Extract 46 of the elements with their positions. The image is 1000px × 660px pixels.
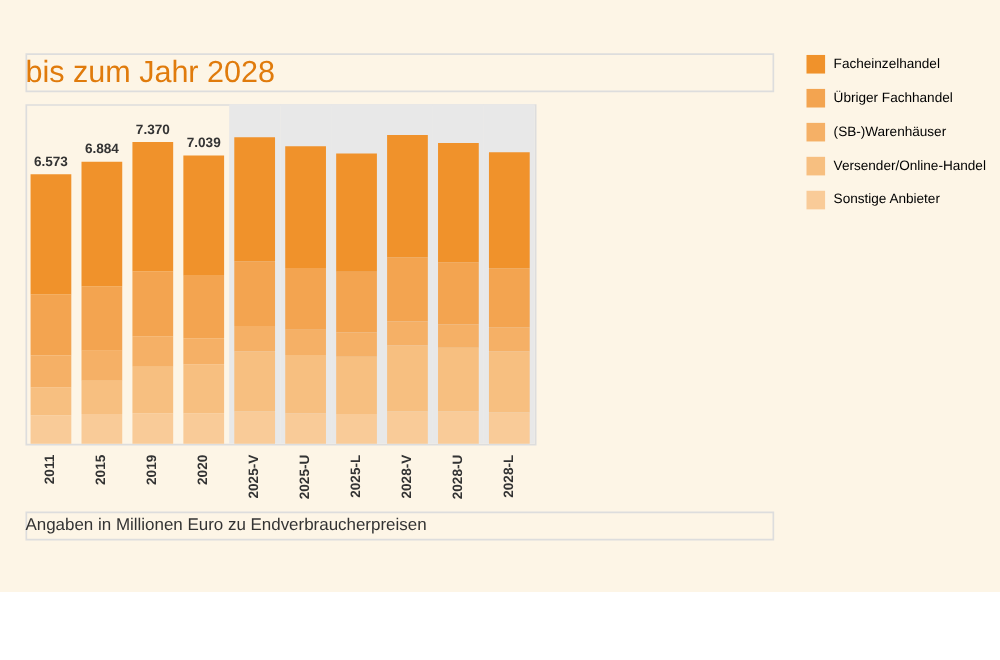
bar <box>132 413 174 444</box>
bar <box>387 411 428 444</box>
bar <box>387 321 428 346</box>
bar <box>81 161 123 287</box>
bar <box>81 414 123 444</box>
bar <box>285 413 326 444</box>
bar <box>488 327 530 352</box>
bar <box>438 347 479 412</box>
bar <box>234 261 276 327</box>
bar <box>285 355 326 414</box>
bar <box>183 155 225 276</box>
bar <box>132 336 174 367</box>
bar <box>336 271 377 333</box>
bar <box>30 415 72 444</box>
bar <box>183 413 225 444</box>
bar <box>132 366 174 414</box>
bar <box>30 174 72 295</box>
bar <box>183 275 225 339</box>
bar <box>387 345 428 412</box>
bar <box>488 268 530 328</box>
bar <box>438 262 479 325</box>
text: Angaben in Millionen Euro zu Endverbraucherpreisen <box>25 514 428 535</box>
bar <box>81 350 123 381</box>
bar <box>387 257 428 322</box>
bar <box>336 356 377 415</box>
bar <box>30 355 72 388</box>
bar <box>488 351 530 413</box>
bar <box>81 286 123 351</box>
bar <box>81 380 123 415</box>
bar <box>285 268 326 330</box>
bar <box>488 412 530 444</box>
bar <box>438 411 479 444</box>
bar <box>234 326 276 352</box>
bar <box>30 294 72 356</box>
chart-title: bis zum Jahr 2028 <box>25 56 275 91</box>
bar <box>183 338 225 365</box>
bar <box>132 271 174 337</box>
bar <box>234 411 276 444</box>
bar <box>438 324 479 348</box>
bar <box>183 364 225 414</box>
bar <box>30 387 72 416</box>
bar <box>336 332 377 357</box>
bar <box>234 351 276 412</box>
bar <box>285 329 326 356</box>
bar <box>132 142 174 272</box>
bar <box>336 414 377 444</box>
